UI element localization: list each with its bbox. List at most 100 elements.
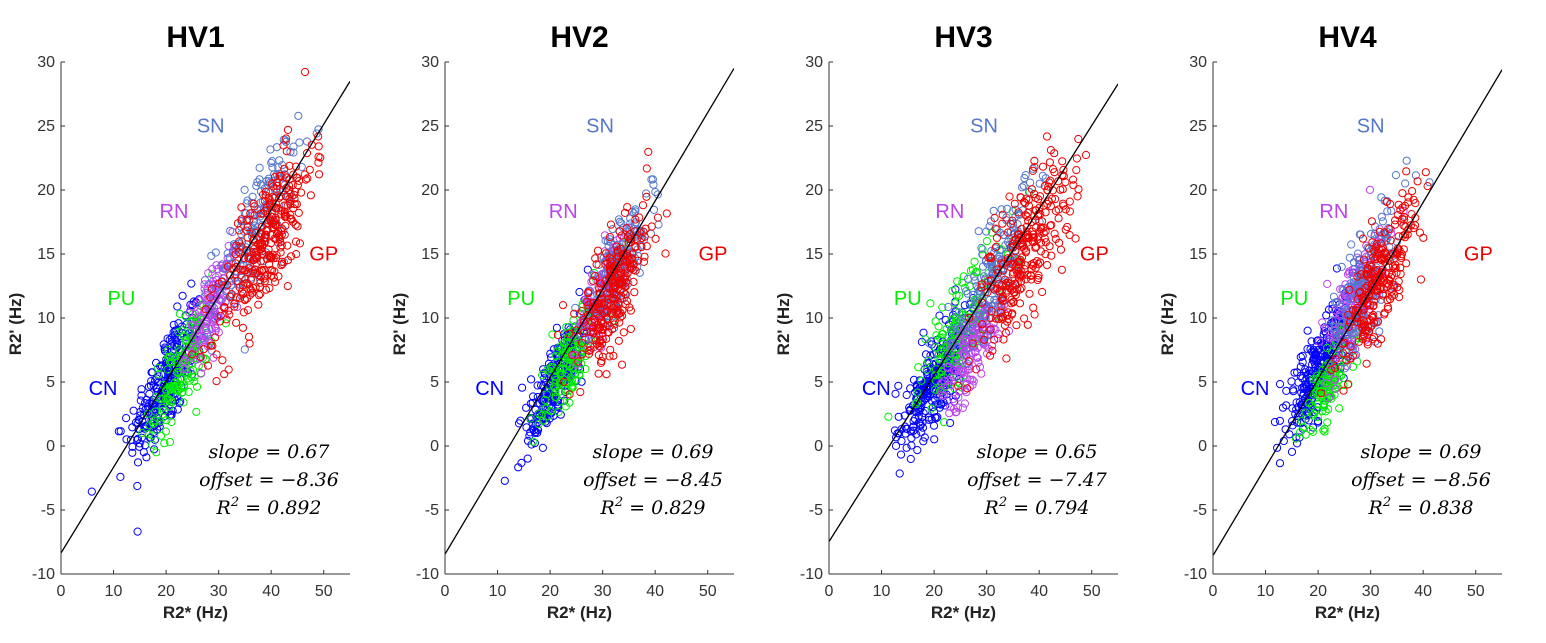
scatter-point [1016, 193, 1025, 202]
scatter-point [146, 381, 155, 390]
x-tick-label: 40 [1030, 583, 1048, 600]
scatter-point [958, 356, 967, 365]
scatter-point [1345, 285, 1354, 294]
scatter-point [649, 180, 658, 189]
scatter-point [941, 401, 950, 410]
scatter-point [1028, 227, 1037, 236]
scatter-point [1021, 211, 1030, 220]
scatter-point [306, 191, 315, 200]
scatter-point [1065, 207, 1075, 216]
scatter-point [116, 472, 125, 481]
scatter-point [192, 407, 201, 416]
scatter-point [291, 237, 301, 246]
scatter-point [1004, 314, 1013, 323]
x-tick-label: 0 [825, 583, 834, 600]
y-tick-label: 5 [430, 374, 439, 391]
scatter-point [635, 213, 644, 222]
scatter-point [1288, 404, 1297, 413]
scatter-point [245, 264, 254, 273]
scatter-point [982, 227, 991, 236]
scatter-point [277, 226, 286, 235]
scatter-point [926, 299, 935, 308]
scatter-point [610, 283, 619, 292]
scatter-point [982, 237, 992, 246]
scatter-point [1057, 265, 1067, 274]
x-tick-label: 50 [315, 583, 333, 600]
scatter-point [1339, 286, 1348, 295]
scatter-point [210, 313, 219, 322]
scatter-point [178, 291, 187, 300]
scatter-point [152, 358, 161, 367]
scatter-point [647, 222, 656, 231]
scatter-point [137, 385, 146, 394]
scatter-point [951, 350, 960, 359]
region-label-rn: RN [549, 201, 578, 223]
scatter-point [601, 260, 610, 269]
y-tick-label: 10 [37, 310, 55, 327]
scatter-point [271, 277, 280, 286]
scatter-point [987, 306, 996, 316]
scatter-point [614, 215, 624, 224]
scatter-point [533, 381, 542, 390]
y-tick-label: 20 [421, 182, 439, 199]
scatter-point [204, 269, 213, 278]
scatter-point [1340, 364, 1349, 373]
scatter-point [153, 425, 162, 434]
scatter-point [1325, 322, 1334, 332]
region-label-pu: PU [894, 288, 922, 310]
scatter-point [226, 292, 235, 301]
scatter-point [1332, 264, 1342, 273]
scatter-point [233, 219, 242, 228]
scatter-point [191, 309, 200, 318]
scatter-point [603, 327, 612, 337]
scatter-point [198, 363, 207, 372]
scatter-point [1051, 195, 1060, 204]
scatter-point [951, 367, 961, 376]
scatter-point [1344, 322, 1353, 331]
scatter-point [937, 379, 946, 388]
scatter-point [1016, 266, 1025, 275]
scatter-point [654, 220, 663, 229]
scatter-point [648, 175, 658, 184]
scatter-point [1058, 199, 1068, 208]
y-tick-label: -10 [1184, 566, 1207, 583]
scatter-point [144, 430, 153, 439]
scatter-point [918, 423, 928, 432]
scatter-point [917, 383, 926, 392]
scatter-point [1034, 195, 1043, 204]
scatter-point [1396, 252, 1406, 261]
x-tick-label: 0 [57, 583, 66, 600]
scatter-point [167, 357, 176, 366]
scatter-point [1391, 220, 1400, 229]
scatter-point [553, 330, 563, 340]
scatter-point [233, 302, 242, 311]
scatter-point [1030, 163, 1039, 172]
scatter-point [1003, 204, 1012, 213]
scatter-point [977, 243, 986, 253]
scatter-point [147, 377, 156, 386]
scatter-point [276, 248, 285, 257]
scatter-point [200, 280, 209, 289]
scatter-point [1302, 381, 1312, 390]
scatter-point [914, 407, 923, 416]
scatter-point [1393, 283, 1402, 292]
scatter-point [1382, 197, 1391, 206]
scatter-point [968, 339, 977, 348]
scatter-point [884, 412, 893, 421]
scatter-point [165, 352, 175, 361]
y-tick-label: 15 [805, 246, 823, 263]
scatter-point [929, 360, 938, 369]
scatter-point [540, 395, 550, 405]
scatter-point [1296, 362, 1305, 371]
scatter-point [1396, 205, 1405, 214]
scatter-point [894, 381, 903, 390]
scatter-point [245, 215, 254, 224]
x-tick-label: 10 [489, 583, 507, 600]
y-tick-label: -5 [809, 502, 823, 519]
scatter-point [224, 365, 233, 374]
scatter-point [186, 353, 195, 362]
scatter-point [1409, 224, 1418, 233]
scatter-point [589, 299, 598, 308]
scatter-point [615, 227, 624, 236]
scatter-point [1296, 428, 1305, 437]
